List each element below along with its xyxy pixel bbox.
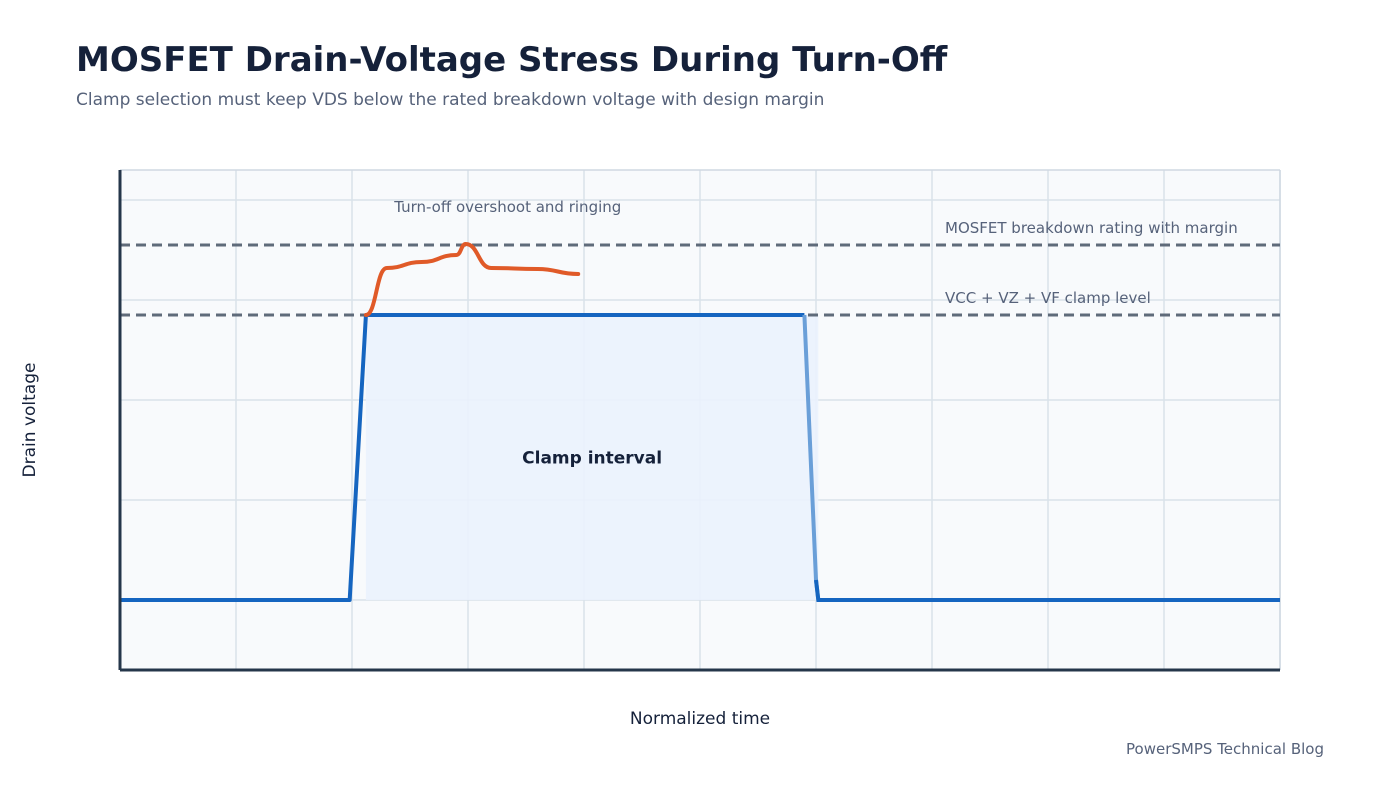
chart-subtitle: Clamp selection must keep VDS below the … xyxy=(76,90,825,110)
label-layer: Clamp interval MOSFET breakdown rating wi… xyxy=(393,198,1238,469)
y-axis-label: Drain voltage xyxy=(20,363,40,478)
x-axis-label: Normalized time xyxy=(630,709,770,729)
source-credit: PowerSMPS Technical Blog xyxy=(1126,740,1324,758)
reference-line-label: VCC + VZ + VF clamp level xyxy=(945,289,1151,307)
chart-title: MOSFET Drain-Voltage Stress During Turn-… xyxy=(76,40,948,80)
overshoot-ringing-line xyxy=(363,241,581,317)
clamp-interval-label: Clamp interval xyxy=(522,449,662,469)
overshoot-annotation: Turn-off overshoot and ringing xyxy=(393,198,621,216)
series-layer xyxy=(120,241,1280,602)
reference-line-label: MOSFET breakdown rating with margin xyxy=(945,219,1238,237)
clamp-interval-region xyxy=(365,315,819,600)
drain-voltage-tail-line xyxy=(814,579,1280,602)
shaded-region-layer xyxy=(365,315,819,600)
axis-layer xyxy=(118,170,1280,672)
